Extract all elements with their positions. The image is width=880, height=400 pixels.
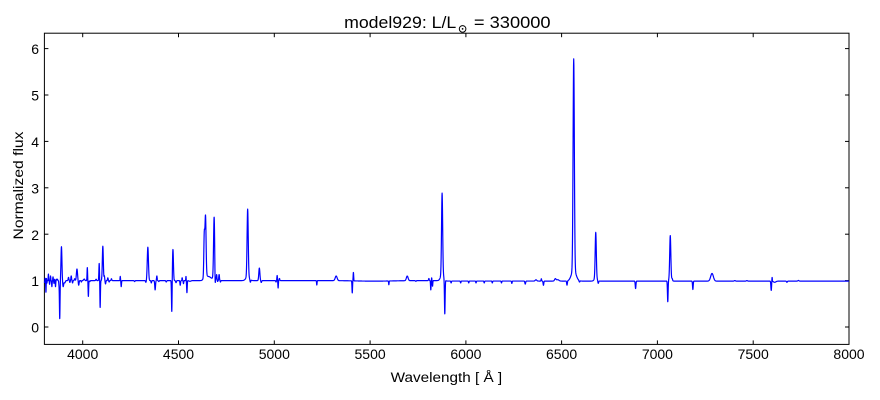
svg-text:6500: 6500 — [546, 346, 577, 362]
svg-text:4500: 4500 — [163, 346, 194, 362]
svg-text:2: 2 — [31, 227, 39, 243]
svg-text:5500: 5500 — [355, 346, 386, 362]
svg-text:8000: 8000 — [833, 346, 864, 362]
svg-text:Normalized flux: Normalized flux — [11, 132, 27, 240]
svg-text:6000: 6000 — [450, 346, 481, 362]
svg-text:6: 6 — [31, 41, 39, 57]
svg-text:4: 4 — [31, 134, 39, 150]
svg-text:model929: L/L: model929: L/L — [344, 14, 456, 32]
svg-text:3: 3 — [31, 180, 39, 196]
svg-text:Wavelength [ Å ]: Wavelength [ Å ] — [391, 369, 503, 386]
svg-text:4000: 4000 — [67, 346, 98, 362]
svg-text:1: 1 — [31, 273, 39, 289]
svg-text:5: 5 — [31, 88, 39, 104]
svg-text:5000: 5000 — [259, 346, 290, 362]
svg-text:7000: 7000 — [642, 346, 673, 362]
svg-text:= 330000: = 330000 — [474, 14, 551, 32]
svg-text:0: 0 — [31, 320, 39, 336]
svg-text:7500: 7500 — [738, 346, 769, 362]
